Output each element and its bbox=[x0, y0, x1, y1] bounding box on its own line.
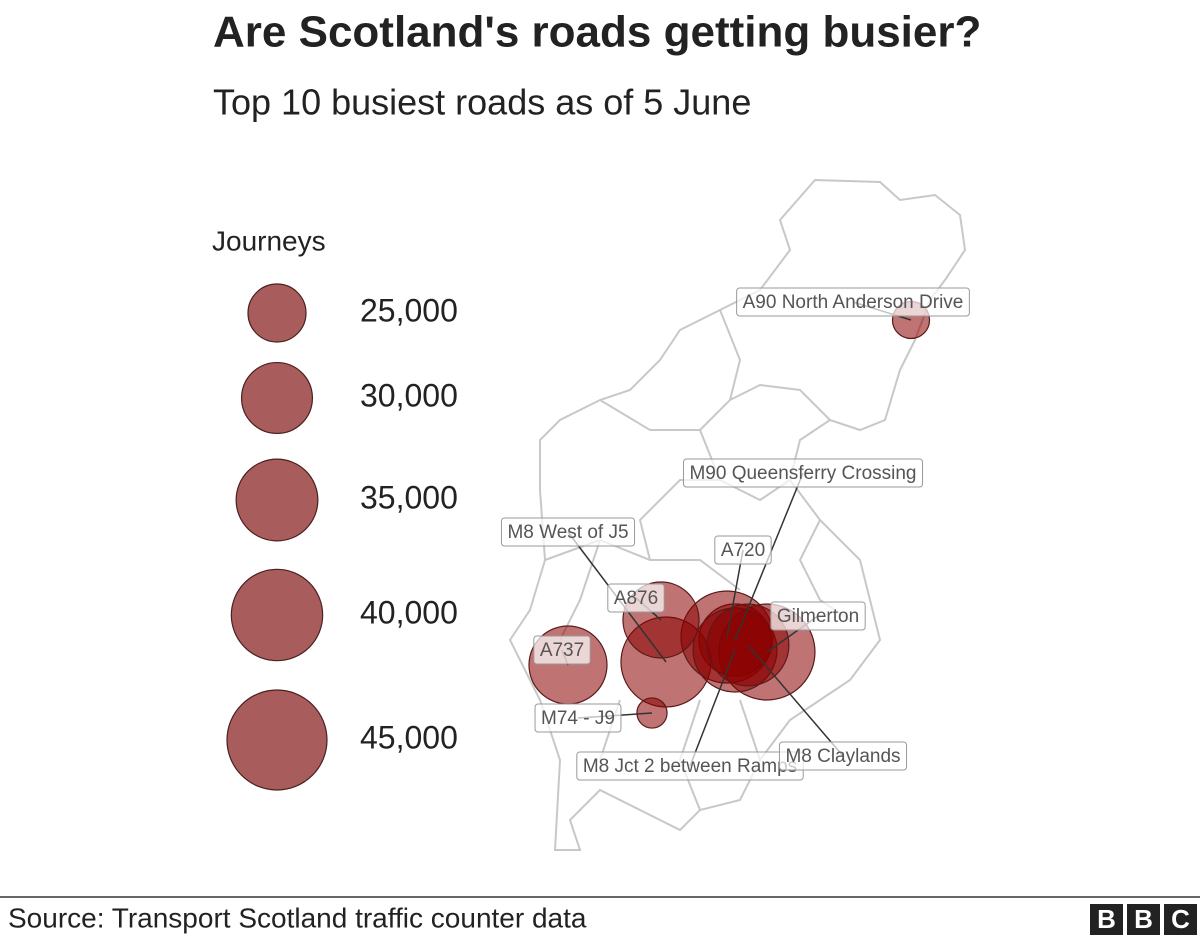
road-labels: A90 North Anderson Drive M90 Queensferry … bbox=[500, 287, 970, 781]
road-label: M8 Claylands bbox=[778, 741, 908, 771]
legend-circle bbox=[230, 568, 324, 662]
road-label: M8 Jct 2 between Ramps bbox=[576, 751, 804, 781]
road-label: M90 Queensferry Crossing bbox=[682, 458, 924, 488]
legend-circle bbox=[247, 283, 307, 343]
road-label: Gilmerton bbox=[770, 601, 866, 631]
source: Source: Transport Scotland traffic count… bbox=[8, 902, 587, 933]
legend-title: Journeys bbox=[212, 225, 326, 256]
logo-box bbox=[1127, 904, 1160, 935]
road-label: M74 - J9 bbox=[534, 703, 622, 733]
logo-box bbox=[1164, 904, 1197, 935]
road-label: A737 bbox=[533, 635, 591, 665]
road-label: A90 North Anderson Drive bbox=[736, 287, 970, 317]
leader-line bbox=[747, 644, 844, 757]
road-label: A876 bbox=[607, 583, 665, 613]
label-box bbox=[778, 741, 908, 771]
title: Are Scotland's roads getting busier? bbox=[213, 8, 981, 57]
legend-circle bbox=[226, 689, 328, 791]
label-box bbox=[736, 287, 970, 317]
label-box bbox=[714, 535, 772, 565]
label-box bbox=[607, 583, 665, 613]
label-text: A876 bbox=[614, 588, 658, 609]
label-text: M90 Queensferry Crossing bbox=[689, 463, 916, 484]
legend-label: 40,000 bbox=[360, 594, 458, 630]
subtitle: Top 10 busiest roads as of 5 June bbox=[213, 82, 751, 123]
logo-letter: B bbox=[1097, 904, 1116, 934]
legend-circle bbox=[240, 361, 314, 435]
legend-circle bbox=[235, 458, 319, 542]
label-text: M8 Claylands bbox=[785, 746, 900, 767]
legend-label: 35,000 bbox=[360, 479, 458, 515]
label-box bbox=[500, 517, 636, 547]
label-text: M74 - J9 bbox=[541, 708, 615, 729]
leader-line bbox=[689, 649, 736, 767]
label-text: M8 Jct 2 between Ramps bbox=[583, 756, 797, 777]
label-text: A90 North Anderson Drive bbox=[743, 292, 964, 313]
label-text: A720 bbox=[721, 540, 765, 561]
label-text: Gilmerton bbox=[777, 606, 859, 627]
label-box bbox=[534, 703, 622, 733]
legend-label: 30,000 bbox=[360, 377, 458, 413]
label-text: M8 West of J5 bbox=[507, 522, 628, 543]
logo-letter: C bbox=[1171, 904, 1190, 934]
logo-letter: B bbox=[1134, 904, 1153, 934]
road-label: M8 West of J5 bbox=[500, 517, 636, 547]
logo-box bbox=[1090, 904, 1123, 935]
council-borders bbox=[544, 309, 851, 811]
label-box bbox=[682, 458, 924, 488]
label-text: A737 bbox=[540, 640, 584, 661]
label-box bbox=[533, 635, 591, 665]
legend-label: 25,000 bbox=[360, 292, 458, 328]
label-box bbox=[770, 601, 866, 631]
road-label: A720 bbox=[714, 535, 772, 565]
legend-label: 45,000 bbox=[360, 719, 458, 755]
